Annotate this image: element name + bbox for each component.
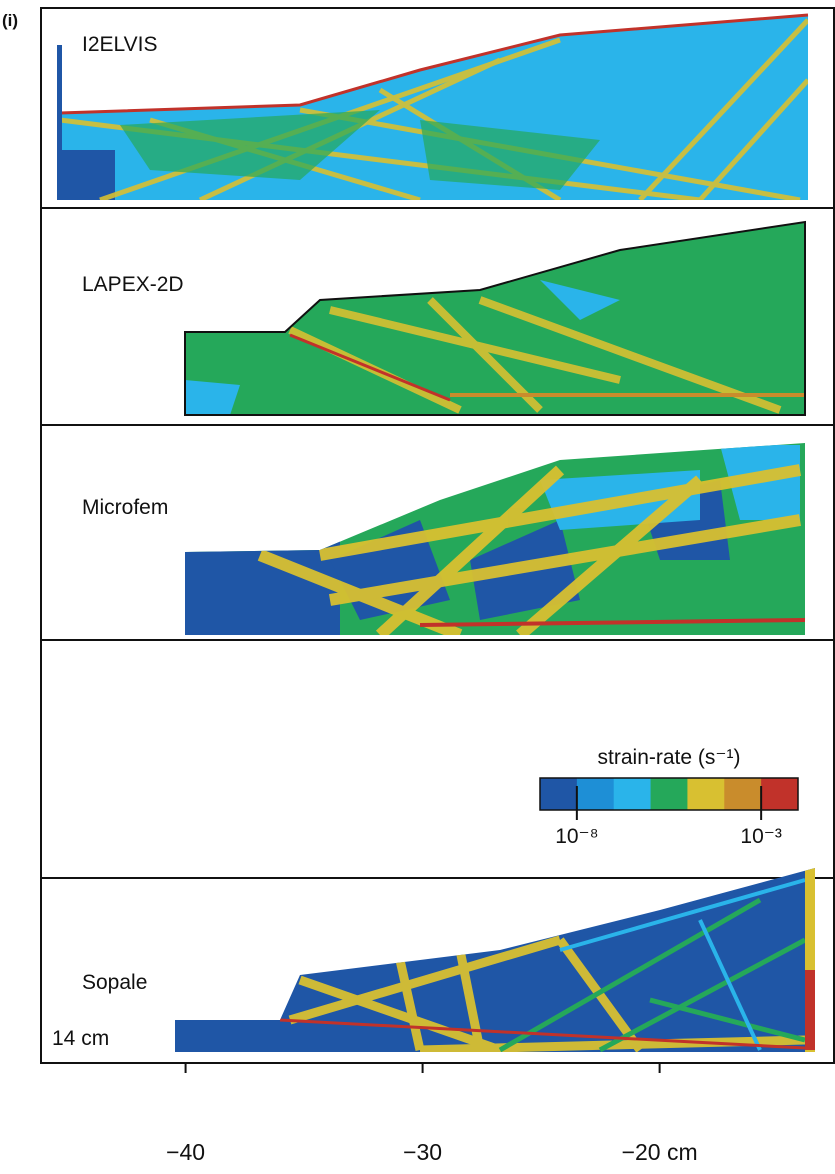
colorbar-segment: [540, 778, 577, 810]
colorbar-segment: [577, 778, 614, 810]
colorbar-title: strain-rate (s⁻¹): [598, 746, 741, 769]
model-name: Microfem: [82, 496, 168, 519]
x-tick-label: −20 cm: [622, 1139, 698, 1165]
x-tick-label: −40: [166, 1139, 205, 1165]
figure: (i) I2ELVIS LAPEX-2D Microfem Sopale 14 …: [0, 0, 835, 1174]
model-sopale: [170, 860, 820, 1060]
model-name: Sopale: [82, 971, 147, 994]
panel-label: (i): [2, 11, 18, 30]
colorbar-tick-label: 10⁻⁸: [555, 825, 598, 848]
model-i2elvis: [55, 10, 815, 205]
model-lapex: [180, 215, 810, 420]
backstop: [57, 45, 62, 200]
colorbar-segment: [651, 778, 688, 810]
scale-label: 14 cm: [52, 1027, 109, 1050]
model-microfem: [180, 440, 810, 640]
colorbar-segment: [761, 778, 798, 810]
colorbar-segment: [724, 778, 761, 810]
colorbar-segment: [687, 778, 724, 810]
model-name: I2ELVIS: [82, 33, 158, 56]
colorbar-tick-label: 10⁻³: [740, 825, 781, 848]
x-tick-label: −30: [403, 1139, 442, 1165]
model-name: LAPEX-2D: [82, 273, 184, 296]
colorbar-segment: [614, 778, 651, 810]
